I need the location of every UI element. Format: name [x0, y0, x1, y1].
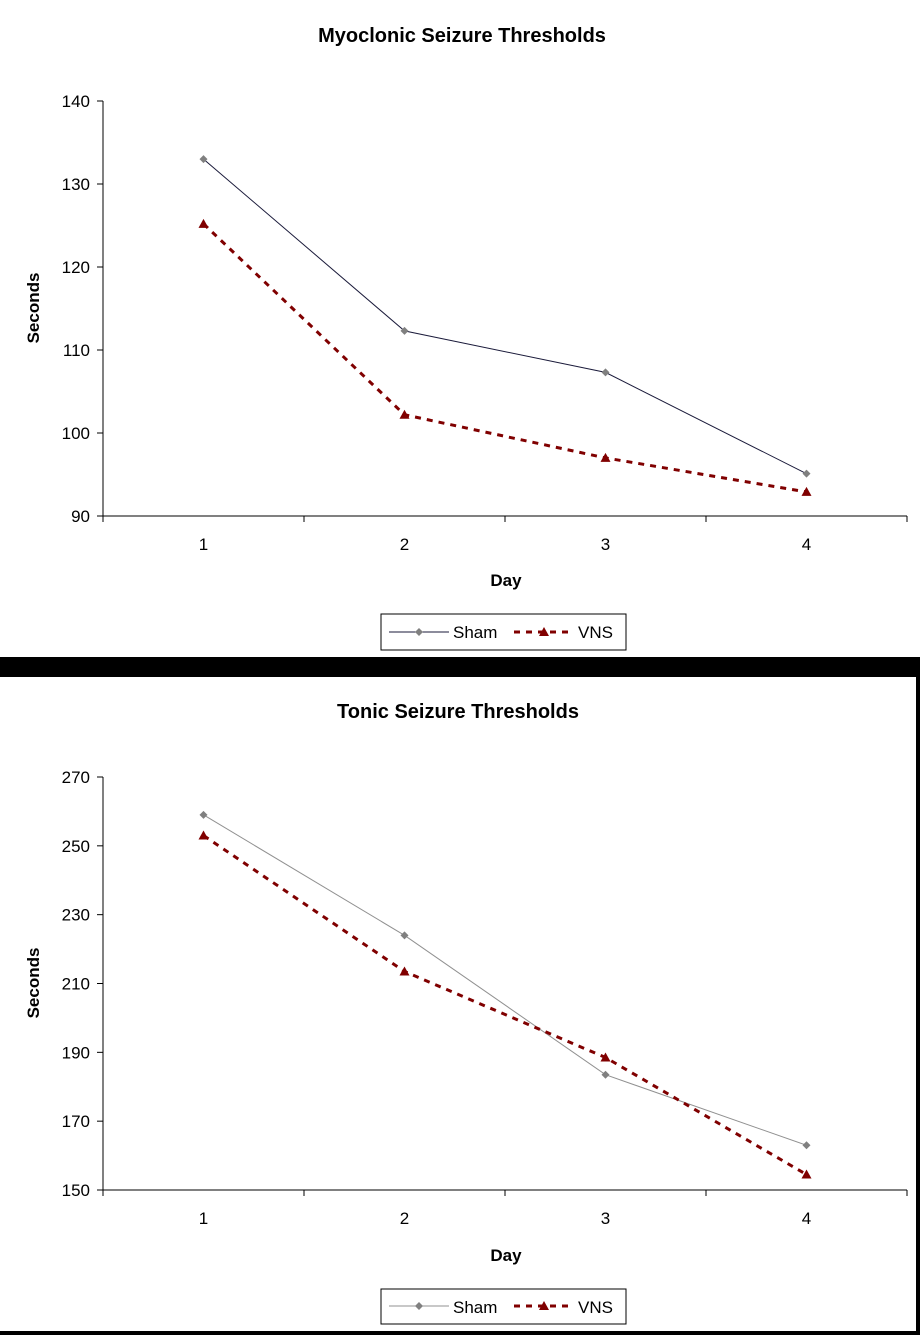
data-point-vns — [801, 1169, 812, 1179]
legend: Sham VNS — [380, 1288, 627, 1325]
y-tick-label: 130 — [62, 175, 90, 194]
data-point-sham — [802, 1141, 811, 1150]
myoclonic-chart: Myoclonic Seizure Thresholds Seconds Day… — [24, 25, 908, 651]
legend-label-sham: Sham — [453, 1298, 497, 1317]
y-tick-label: 170 — [62, 1112, 90, 1131]
x-axis-label: Day — [490, 571, 522, 590]
data-point-vns — [600, 452, 611, 462]
data-point-sham — [802, 469, 811, 478]
tonic-chart: Tonic Seizure Thresholds Seconds Day 270… — [24, 701, 908, 1325]
y-tick-label: 190 — [62, 1043, 90, 1062]
y-tick-label: 90 — [71, 507, 90, 526]
series-line-vns — [202, 834, 808, 1176]
data-point-sham — [601, 368, 610, 377]
x-tick-label: 1 — [199, 1209, 208, 1228]
y-axis-label: Seconds — [24, 273, 43, 344]
data-point-vns — [399, 966, 410, 976]
legend: Sham VNS — [380, 613, 627, 651]
data-point-vns — [600, 1052, 611, 1062]
legend-label-vns: VNS — [578, 1298, 613, 1317]
legend-marker-sham — [415, 1302, 423, 1310]
data-point-sham — [601, 1070, 610, 1079]
y-tick-label: 140 — [62, 92, 90, 111]
y-tick-label: 250 — [62, 837, 90, 856]
x-tick-label: 4 — [802, 1209, 811, 1228]
y-tick-label: 100 — [62, 424, 90, 443]
x-axis-label: Day — [490, 1246, 522, 1265]
x-tick-label: 4 — [802, 535, 811, 554]
legend-marker-vns — [539, 627, 549, 636]
legend-label-sham: Sham — [453, 623, 497, 642]
y-tick-label: 120 — [62, 258, 90, 277]
legend-marker-vns — [539, 1301, 549, 1310]
y-tick-label: 270 — [62, 768, 90, 787]
y-axis-label: Seconds — [24, 948, 43, 1019]
data-point-sham — [199, 155, 208, 164]
x-tick-label: 2 — [400, 535, 409, 554]
y-tick-label: 230 — [62, 906, 90, 925]
data-point-sham — [400, 326, 409, 335]
legend-label-vns: VNS — [578, 623, 613, 642]
series-line-vns — [202, 222, 807, 494]
y-tick-label: 110 — [63, 341, 90, 360]
data-point-vns — [198, 830, 209, 840]
y-tick-label: 210 — [62, 975, 90, 994]
x-tick-label: 3 — [601, 1209, 610, 1228]
divider-bar — [0, 657, 920, 677]
series-line-sham — [203, 158, 807, 475]
data-point-vns — [198, 218, 209, 228]
x-tick-label: 2 — [400, 1209, 409, 1228]
data-point-sham — [400, 931, 409, 940]
legend-marker-sham — [415, 628, 423, 636]
data-point-vns — [801, 486, 812, 496]
series-line-sham — [203, 814, 807, 1146]
data-point-vns — [399, 409, 410, 419]
data-point-sham — [199, 810, 208, 819]
chart-title: Tonic Seizure Thresholds — [337, 701, 579, 723]
x-tick-label: 1 — [199, 535, 208, 554]
chart-title: Myoclonic Seizure Thresholds — [318, 25, 606, 47]
y-tick-label: 150 — [62, 1181, 90, 1200]
myoclonic-chart-panel: Myoclonic Seizure Thresholds Seconds Day… — [0, 0, 920, 657]
x-tick-label: 3 — [601, 535, 610, 554]
tonic-chart-panel: Tonic Seizure Thresholds Seconds Day 270… — [0, 677, 920, 1335]
